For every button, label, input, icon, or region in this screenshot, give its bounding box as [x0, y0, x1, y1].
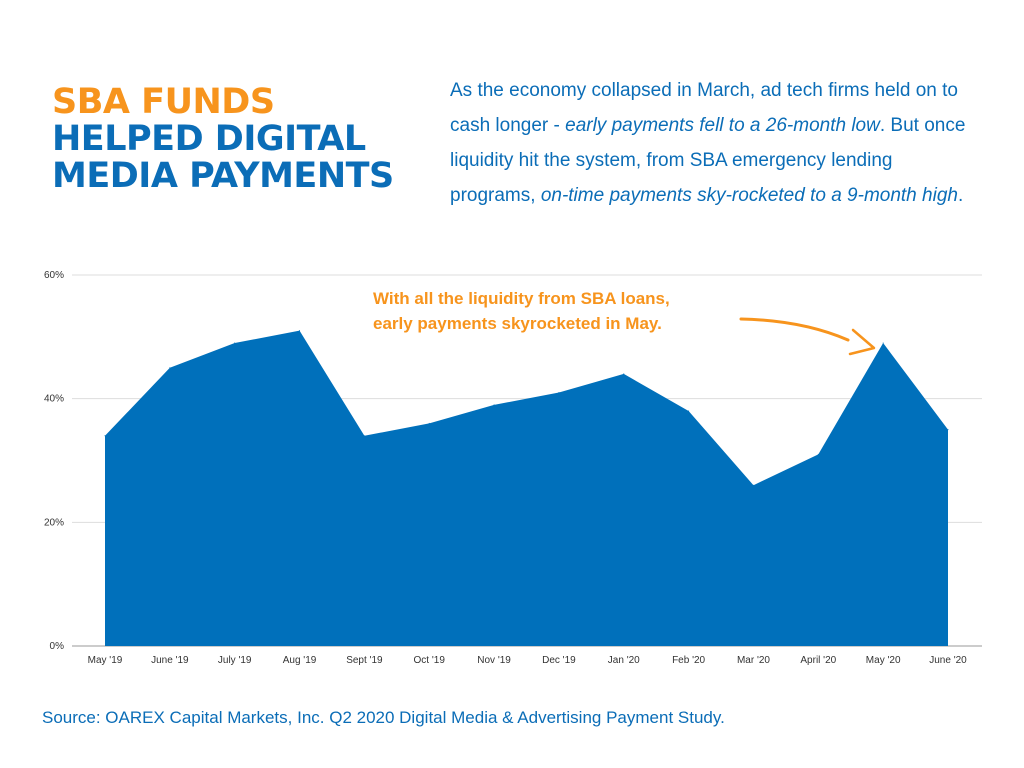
x-tick-label: June '20: [929, 655, 967, 666]
intro-text-3: .: [957, 185, 964, 206]
data-point: [688, 410, 690, 412]
data-point: [493, 404, 495, 406]
x-tick-label: Dec '19: [542, 655, 576, 666]
area-chart: 0% 20% 40% 60% May '19 June '19 July '19 Aug '…: [44, 270, 982, 666]
data-point: [234, 342, 236, 344]
data-point: [882, 342, 884, 344]
data-point: [947, 429, 949, 431]
y-tick-label: 40%: [44, 394, 64, 405]
data-point: [558, 391, 560, 393]
data-point: [104, 435, 106, 437]
data-point: [169, 367, 171, 369]
annotation-line-1: With all the liquidity from SBA loans,: [373, 289, 670, 308]
source-note: Source: OAREX Capital Markets, Inc. Q2 2…: [42, 708, 725, 727]
x-tick-label: Jan '20: [608, 655, 640, 666]
intro-paragraph: As the economy collapsed in March, ad te…: [450, 73, 970, 213]
x-tick-label: Oct '19: [414, 655, 446, 666]
intro-emphasis-1: early payments fell to a 26-month low: [565, 115, 880, 136]
data-point: [752, 484, 754, 486]
x-tick-label: Sept '19: [346, 655, 383, 666]
x-tick-label: Nov '19: [477, 655, 511, 666]
area-series: [105, 330, 948, 646]
x-tick-label: Mar '20: [737, 655, 770, 666]
data-point: [299, 330, 301, 332]
title-line-3: MEDIA PAYMENTS: [52, 156, 394, 196]
data-point: [623, 373, 625, 375]
x-tick-label: June '19: [151, 655, 189, 666]
annotation-line-2: early payments skyrocketed in May.: [373, 314, 662, 333]
intro-emphasis-2: on-time payments sky-rocketed to a 9-mon…: [540, 185, 958, 206]
page-title: SBA FUNDS HELPED DIGITAL MEDIA PAYMENTS: [52, 84, 394, 195]
title-line-1: SBA FUNDS: [52, 82, 275, 122]
x-tick-label: May '20: [866, 655, 901, 666]
title-line-2: HELPED DIGITAL: [52, 119, 366, 159]
y-tick-label: 0%: [50, 641, 65, 652]
x-tick-label: April '20: [800, 655, 836, 666]
y-tick-label: 20%: [44, 517, 64, 528]
intro-text-1: As the economy collapsed in March, ad te…: [450, 80, 958, 136]
annotation-arrowhead-icon: [848, 328, 876, 356]
x-tick-label: May '19: [88, 655, 123, 666]
data-point: [363, 435, 365, 437]
x-tick-label: Feb '20: [672, 655, 705, 666]
y-tick-label: 60%: [44, 270, 64, 281]
x-tick-label: July '19: [218, 655, 252, 666]
data-point: [428, 422, 430, 424]
x-tick-label: Aug '19: [283, 655, 317, 666]
data-point: [817, 453, 819, 455]
annotation-arrow-icon: [739, 317, 850, 342]
intro-text-2: . But once liquidity hit the system, fro…: [450, 115, 966, 206]
